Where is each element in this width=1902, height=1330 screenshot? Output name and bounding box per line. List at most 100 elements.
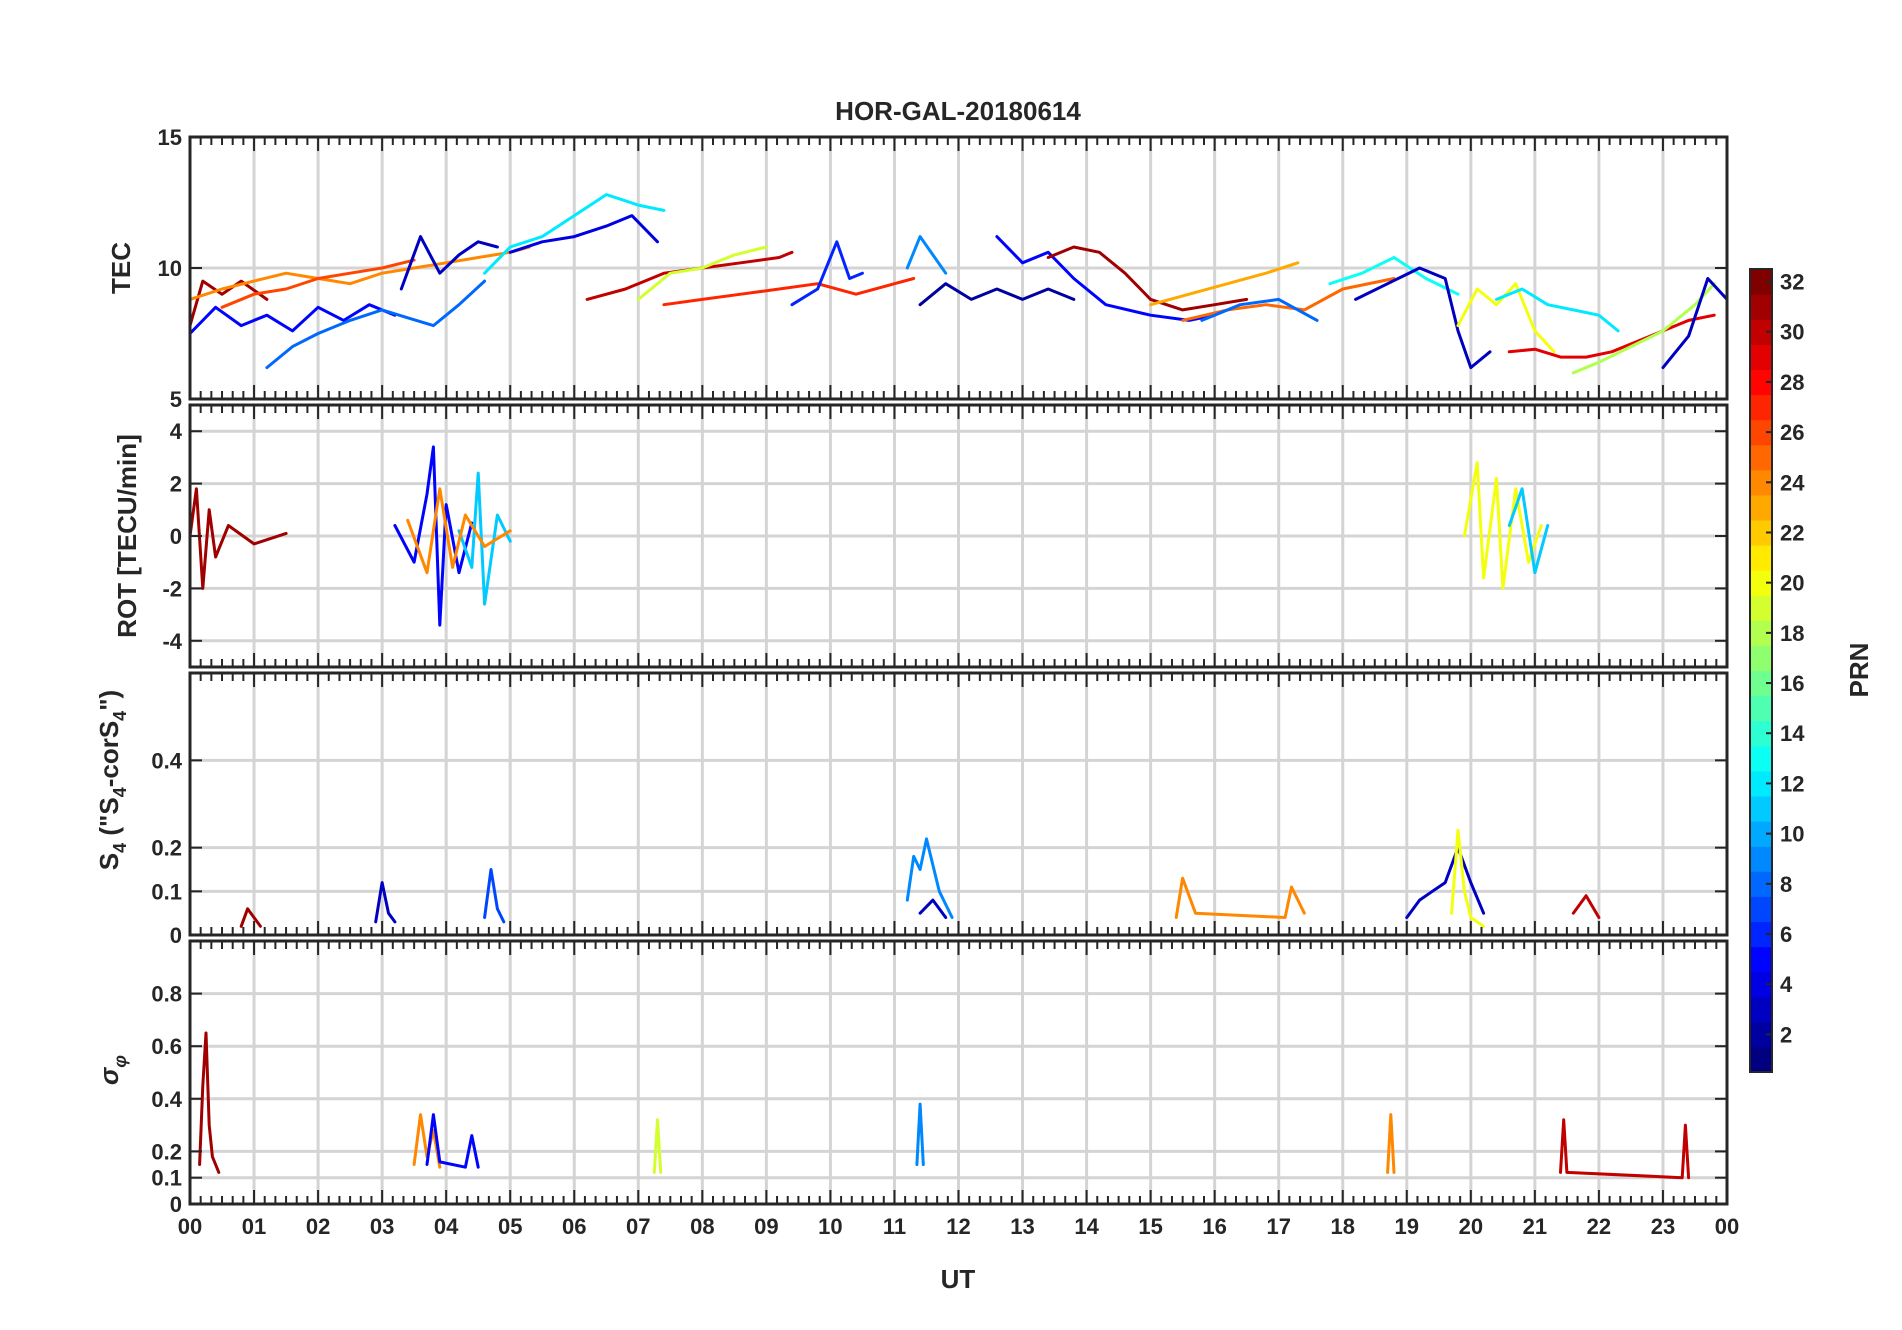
series-prn-24 <box>406 487 512 575</box>
series-prn-5 <box>425 1113 480 1169</box>
series-prn-2 <box>918 282 1076 307</box>
series-prn-19 <box>652 1118 663 1174</box>
colorbar-swatch <box>1750 469 1772 496</box>
panel-tec-series <box>190 193 1727 375</box>
panel-s4-frame <box>188 671 1729 937</box>
x-tick-label: 07 <box>626 1214 650 1239</box>
series-prn-3 <box>1354 266 1492 370</box>
colorbar-swatch <box>1750 394 1772 421</box>
x-tick-label: 17 <box>1266 1214 1290 1239</box>
y-tick-label: 15 <box>158 125 182 150</box>
panel-sigma_phi-grid <box>190 941 1727 1204</box>
colorbar-frame <box>1749 268 1773 1073</box>
series-prn-9 <box>905 235 948 275</box>
panel-tec-frame <box>188 135 1729 401</box>
series-prn-3 <box>1405 846 1486 919</box>
x-tick-label: 03 <box>370 1214 394 1239</box>
colorbar-tick-label: 28 <box>1780 370 1804 395</box>
y-axis-label-tec: TEC <box>106 242 136 294</box>
series-prn-5 <box>190 303 397 335</box>
colorbar-tick-label: 4 <box>1780 972 1793 997</box>
panel-s4-grid <box>190 673 1727 935</box>
panel-s4: 0 0.1 0.2 0.4 S4 ("S4-corS4") <box>94 671 1729 948</box>
colorbar-swatch <box>1750 996 1772 1023</box>
series-prn-13 <box>1328 256 1460 296</box>
x-tick-label: 00 <box>178 1214 202 1239</box>
x-tick-label: 18 <box>1331 1214 1355 1239</box>
x-tick-label: 00 <box>1715 1214 1739 1239</box>
colorbar-tick-label: 12 <box>1780 771 1804 796</box>
x-tick-label: 19 <box>1395 1214 1419 1239</box>
colorbar-swatch <box>1750 695 1772 722</box>
colorbar-swatch <box>1750 645 1772 672</box>
y-tick-label: 0.6 <box>151 1034 182 1059</box>
series-prn-31 <box>198 1031 221 1174</box>
panel-rot-series <box>190 445 1550 627</box>
x-tick-label: 10 <box>818 1214 842 1239</box>
colorbar-swatch <box>1750 545 1772 571</box>
series-prn-31 <box>1046 245 1249 312</box>
colorbar-tick-label: 30 <box>1780 320 1804 345</box>
series-prn-8 <box>265 279 487 370</box>
x-tick-label: 23 <box>1651 1214 1675 1239</box>
colorbar-swatch <box>1750 946 1772 973</box>
x-tick-label: 22 <box>1587 1214 1611 1239</box>
series-prn-12 <box>1495 287 1620 333</box>
colorbar-tick-label: 14 <box>1780 721 1805 746</box>
colorbar-swatch <box>1750 519 1772 546</box>
x-tick-label: 02 <box>306 1214 330 1239</box>
colorbar-swatch <box>1750 319 1772 345</box>
x-tick-label: 21 <box>1523 1214 1547 1239</box>
x-tick-label: 08 <box>690 1214 714 1239</box>
colorbar-swatch <box>1750 1046 1772 1073</box>
series-prn-9 <box>905 837 954 919</box>
series-prn-3 <box>918 898 948 919</box>
series-prn-31 <box>239 907 262 928</box>
panel-s4-ticks <box>189 673 1728 936</box>
y-tick-label: 0.1 <box>151 1166 182 1191</box>
chart-title: HOR-GAL-20180614 <box>835 96 1081 126</box>
series-prn-23 <box>1149 261 1300 307</box>
series-prn-7 <box>483 868 506 924</box>
y-tick-label: 0.2 <box>151 1139 182 1164</box>
series-prn-11 <box>1507 487 1550 575</box>
x-tick-label: 05 <box>498 1214 522 1239</box>
colorbar-swatch <box>1750 494 1772 521</box>
colorbar-swatch <box>1750 846 1772 872</box>
colorbar-tick-label: 32 <box>1780 270 1804 295</box>
series-prn-27 <box>662 277 916 307</box>
series-prn-20 <box>1462 461 1543 590</box>
series-prn-4 <box>508 214 659 254</box>
x-tick-label: 16 <box>1202 1214 1226 1239</box>
series-prn-9 <box>915 1102 925 1166</box>
colorbar-swatch <box>1750 770 1772 797</box>
panel-rot: -4 -2 0 2 4 ROT [TECU/min] <box>112 403 1729 669</box>
series-prn-3 <box>1661 277 1727 370</box>
colorbar-swatch <box>1750 821 1772 847</box>
y-tick-label: 10 <box>158 256 182 281</box>
colorbar-swatch <box>1750 570 1772 596</box>
colorbar-swatch <box>1750 419 1772 446</box>
colorbar-tick-label: 26 <box>1780 420 1804 445</box>
colorbar-swatch <box>1750 720 1772 747</box>
y-axis-label-rot: ROT [TECU/min] <box>112 434 142 638</box>
y-tick-label: 0.2 <box>151 836 182 861</box>
colorbar-swatch <box>1750 595 1772 621</box>
colorbar-tick-label: 10 <box>1780 822 1804 847</box>
x-tick-label: 15 <box>1138 1214 1162 1239</box>
colorbar-swatch <box>1750 444 1772 471</box>
series-prn-12 <box>483 193 666 275</box>
series-prn-30 <box>1559 1118 1691 1180</box>
series-prn-3 <box>399 235 499 291</box>
colorbar-swatch <box>1750 896 1772 923</box>
series-prn-18 <box>1571 282 1716 375</box>
colorbar-label: PRN <box>1844 643 1874 698</box>
series-prn-3 <box>374 881 397 924</box>
x-tick-label: 11 <box>883 1214 906 1239</box>
y-tick-label: 0 <box>170 923 182 948</box>
colorbar-swatch <box>1750 795 1772 822</box>
colorbar-tick-label: 8 <box>1780 872 1792 897</box>
